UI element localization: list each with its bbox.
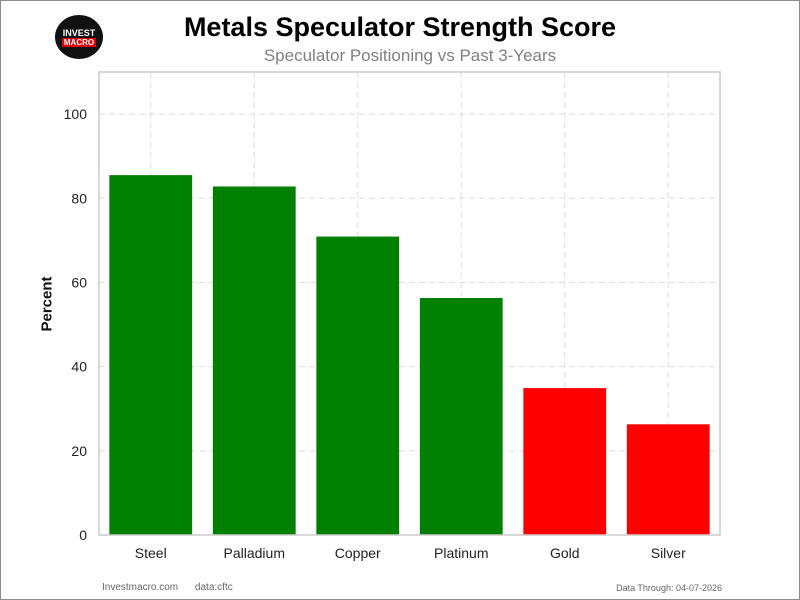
footer-data-through: Data Through: 04-07-2026 xyxy=(616,583,722,593)
y-tick-label: 100 xyxy=(64,106,88,122)
y-tick-label: 80 xyxy=(71,190,87,206)
bar-platinum xyxy=(419,298,503,535)
y-tick-label: 60 xyxy=(71,274,87,290)
x-tick-label: Palladium xyxy=(224,545,285,561)
y-tick-label: 20 xyxy=(71,443,87,459)
bar-steel xyxy=(109,175,193,535)
x-tick-label: Copper xyxy=(335,545,381,561)
footer-site: Investmacro.com xyxy=(102,582,179,593)
plot-area-border xyxy=(98,71,721,536)
x-tick-label: Platinum xyxy=(434,545,488,561)
y-tick-label: 40 xyxy=(71,359,87,375)
chart-subtitle: Speculator Positioning vs Past 3-Years xyxy=(263,46,557,65)
x-tick-label: Steel xyxy=(135,545,167,561)
bar-gold xyxy=(523,388,607,535)
bar-copper xyxy=(316,236,400,536)
bar-palladium xyxy=(212,186,296,535)
investmacro-logo: INVEST MACRO xyxy=(55,15,103,59)
x-tick-label: Silver xyxy=(651,545,686,561)
logo-text-top: INVEST xyxy=(62,27,96,38)
bar-silver xyxy=(626,424,710,535)
logo-text-bottom: MACRO xyxy=(61,37,97,47)
chart-title: Metals Speculator Strength Score xyxy=(183,12,617,42)
footer-source: data:cftc xyxy=(194,582,233,593)
x-tick-label: Gold xyxy=(550,545,580,561)
footer-left: Investmacro.com data:cftc xyxy=(102,582,247,593)
y-tick-label: 0 xyxy=(79,527,87,543)
